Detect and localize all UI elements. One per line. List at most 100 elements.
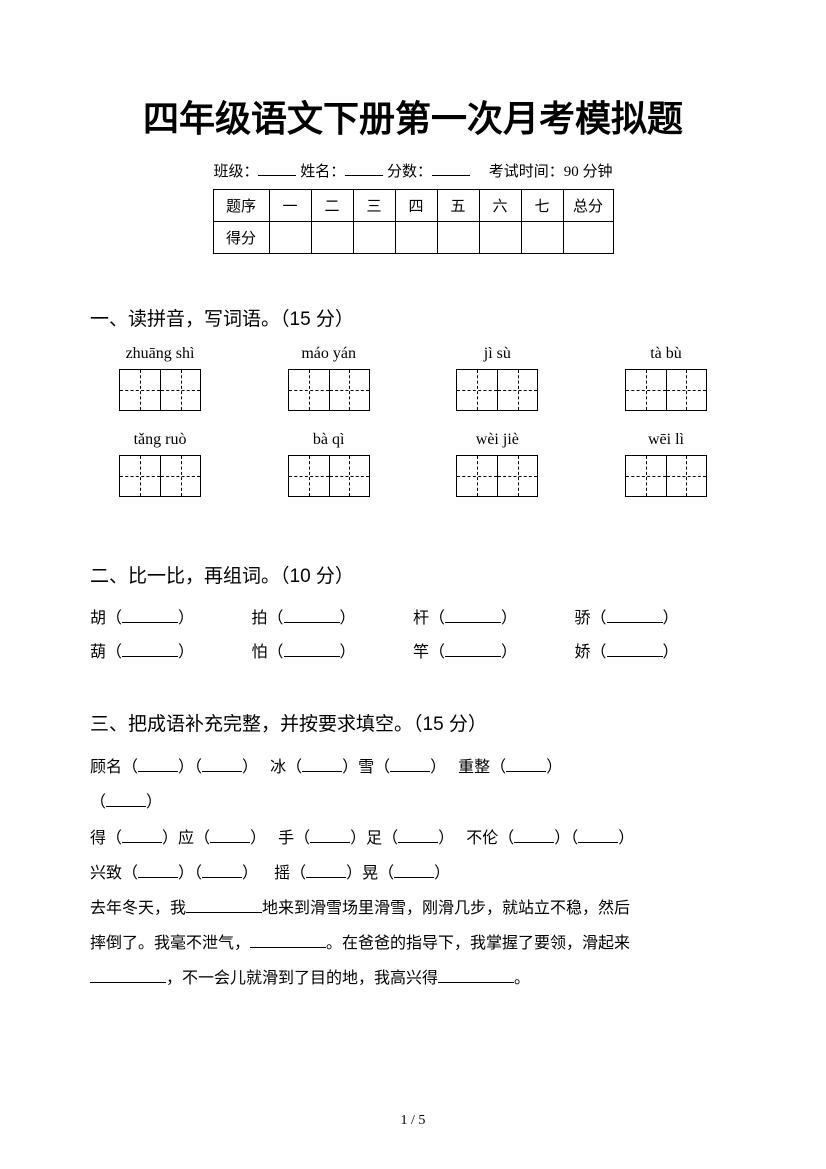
cell: 七 bbox=[521, 190, 563, 222]
exam-info-line: 班级： 姓名： 分数： 考试时间：90 分钟 bbox=[90, 160, 736, 181]
cell-blank[interactable] bbox=[311, 222, 353, 254]
blank[interactable] bbox=[310, 827, 350, 843]
para-text: 地来到滑雪场里滑雪，刚滑几步，就站立不稳，然后 bbox=[262, 900, 630, 917]
blank[interactable] bbox=[106, 791, 146, 807]
char-grid[interactable] bbox=[625, 369, 707, 411]
cell: 三 bbox=[353, 190, 395, 222]
blank[interactable] bbox=[202, 756, 242, 772]
score-label: 分数： bbox=[387, 164, 432, 180]
table-row: 题序 一 二 三 四 五 六 七 总分 bbox=[213, 190, 613, 222]
pinyin-item: máo yán bbox=[259, 345, 399, 411]
idiom-part: 冰 bbox=[270, 759, 286, 776]
idiom-part: 重整 bbox=[458, 759, 490, 776]
page-title: 四年级语文下册第一次月考模拟题 bbox=[90, 90, 736, 142]
q2-char: 葫 bbox=[90, 644, 106, 661]
q2-blank[interactable] bbox=[607, 607, 663, 623]
q2-blank[interactable] bbox=[445, 641, 501, 657]
q2-blank[interactable] bbox=[122, 641, 178, 657]
pinyin-label: wèi jiè bbox=[476, 431, 519, 449]
cell-blank[interactable] bbox=[563, 222, 613, 254]
q2-char: 骄 bbox=[575, 610, 591, 627]
cell-blank[interactable] bbox=[269, 222, 311, 254]
char-grid[interactable] bbox=[119, 369, 201, 411]
char-grid[interactable] bbox=[288, 455, 370, 497]
q2-blank[interactable] bbox=[445, 607, 501, 623]
cell-blank[interactable] bbox=[353, 222, 395, 254]
table-row: 得分 bbox=[213, 222, 613, 254]
idiom-part: 雪 bbox=[358, 759, 374, 776]
exam-time: 考试时间：90 分钟 bbox=[489, 164, 613, 180]
blank[interactable] bbox=[186, 897, 262, 913]
blank[interactable] bbox=[394, 862, 434, 878]
section3-body: 顾名（）（） 冰（）雪（） 重整（） （） 得（）应（） 手（）足（） 不伦（）… bbox=[90, 750, 736, 996]
cell-blank[interactable] bbox=[521, 222, 563, 254]
cell-blank[interactable] bbox=[437, 222, 479, 254]
q2-char: 娇 bbox=[575, 644, 591, 661]
class-blank[interactable] bbox=[258, 161, 296, 176]
blank[interactable] bbox=[302, 756, 342, 772]
cell: 二 bbox=[311, 190, 353, 222]
cell-blank[interactable] bbox=[395, 222, 437, 254]
pinyin-item: wēi lì bbox=[596, 431, 736, 497]
pinyin-item: zhuāng shì bbox=[90, 345, 230, 411]
char-grid[interactable] bbox=[625, 455, 707, 497]
pinyin-item: wèi jiè bbox=[427, 431, 567, 497]
char-grid[interactable] bbox=[119, 455, 201, 497]
pinyin-label: wēi lì bbox=[648, 431, 684, 449]
idiom-part: 兴致 bbox=[90, 865, 122, 882]
q2-row: 胡（） 拍（） 杆（） 骄（） bbox=[90, 602, 736, 636]
blank[interactable] bbox=[390, 756, 430, 772]
pinyin-row-2: tǎng ruò bà qì wèi jiè wēi lì bbox=[90, 431, 736, 497]
pinyin-label: tǎng ruò bbox=[134, 431, 187, 449]
pinyin-label: jì sù bbox=[484, 345, 511, 363]
pinyin-label: tà bù bbox=[650, 345, 682, 363]
idiom-part: 晃 bbox=[362, 865, 378, 882]
blank[interactable] bbox=[306, 862, 346, 878]
blank[interactable] bbox=[122, 827, 162, 843]
blank[interactable] bbox=[438, 967, 514, 983]
section1-heading: 一、读拼音，写词语。（15 分） bbox=[90, 304, 736, 331]
idiom-part: 应 bbox=[178, 830, 194, 847]
cell-total: 总分 bbox=[563, 190, 613, 222]
char-grid[interactable] bbox=[456, 369, 538, 411]
q2-row: 葫（） 怕（） 竿（） 娇（） bbox=[90, 636, 736, 670]
q2-blank[interactable] bbox=[122, 607, 178, 623]
idiom-part: 手 bbox=[278, 830, 294, 847]
pinyin-label: bà qì bbox=[313, 431, 345, 449]
blank[interactable] bbox=[250, 932, 326, 948]
blank[interactable] bbox=[210, 827, 250, 843]
cell: 六 bbox=[479, 190, 521, 222]
q2-char: 竿 bbox=[413, 644, 429, 661]
score-blank[interactable] bbox=[432, 161, 470, 176]
idiom-part: 足 bbox=[366, 830, 382, 847]
char-grid[interactable] bbox=[288, 369, 370, 411]
blank[interactable] bbox=[514, 827, 554, 843]
q2-blank[interactable] bbox=[607, 641, 663, 657]
blank[interactable] bbox=[138, 862, 178, 878]
name-label: 姓名： bbox=[300, 164, 345, 180]
name-blank[interactable] bbox=[345, 161, 383, 176]
char-grid[interactable] bbox=[456, 455, 538, 497]
pinyin-item: tǎng ruò bbox=[90, 431, 230, 497]
blank[interactable] bbox=[506, 756, 546, 772]
blank[interactable] bbox=[398, 827, 438, 843]
idiom-part: 摇 bbox=[274, 865, 290, 882]
cell-blank[interactable] bbox=[479, 222, 521, 254]
blank[interactable] bbox=[578, 827, 618, 843]
section2-heading: 二、比一比，再组词。（10 分） bbox=[90, 561, 736, 588]
idiom-part: 顾名 bbox=[90, 759, 122, 776]
pinyin-item: bà qì bbox=[259, 431, 399, 497]
q2-blank[interactable] bbox=[284, 607, 340, 623]
pinyin-label: máo yán bbox=[301, 345, 356, 363]
cell: 一 bbox=[269, 190, 311, 222]
blank[interactable] bbox=[138, 756, 178, 772]
blank[interactable] bbox=[90, 967, 166, 983]
page-number: 1 / 5 bbox=[0, 1113, 826, 1129]
q2-blank[interactable] bbox=[284, 641, 340, 657]
section3-heading: 三、把成语补充完整，并按要求填空。（15 分） bbox=[90, 709, 736, 736]
blank[interactable] bbox=[202, 862, 242, 878]
score-table: 题序 一 二 三 四 五 六 七 总分 得分 bbox=[213, 189, 614, 254]
pinyin-item: jì sù bbox=[427, 345, 567, 411]
idiom-part: 得 bbox=[90, 830, 106, 847]
pinyin-row-1: zhuāng shì máo yán jì sù tà bù bbox=[90, 345, 736, 411]
